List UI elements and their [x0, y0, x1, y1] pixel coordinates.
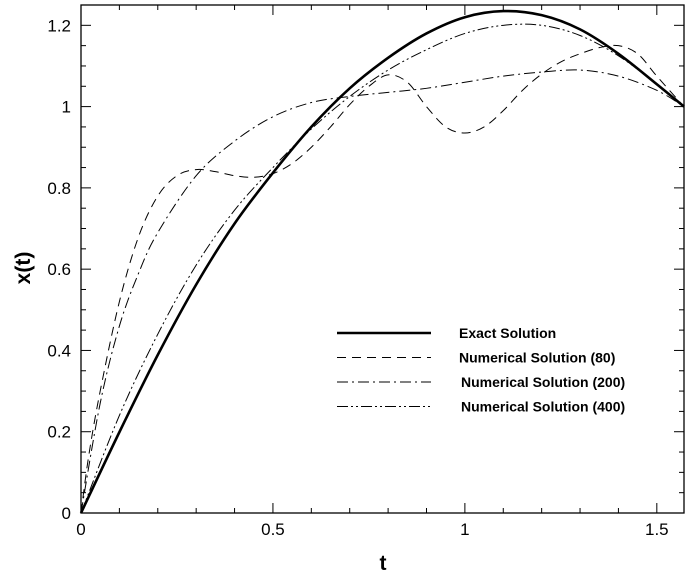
series-line-3: [80, 69, 685, 514]
legend: Exact Solution Numerical Solution (80) Num…: [337, 325, 625, 415]
legend-label-2: Numerical Solution (80): [459, 350, 615, 366]
x-tick-label: 1: [460, 520, 469, 539]
x-tick-label: 0.5: [261, 520, 285, 539]
x-tick-label: 0: [76, 520, 85, 539]
x-axis-title: t: [380, 552, 387, 574]
x-tick-label: 1.5: [645, 520, 669, 539]
legend-label-4: Numerical Solution (400): [461, 399, 625, 415]
y-tick-label: 0: [62, 504, 71, 523]
plot-area: [80, 4, 685, 514]
y-tick-label: 1.2: [47, 16, 71, 35]
y-tick-label: 0.4: [47, 341, 71, 360]
series-line-2: [80, 44, 685, 514]
y-tick-label: 0.2: [47, 423, 71, 442]
series-line-1: [79, 9, 685, 514]
y-axis-title: x(t): [12, 252, 35, 285]
ticks-layer: 0 0.5 1 1.5 0 0.2 0.4 0.6 0.8 1 1.2: [47, 4, 684, 539]
plot-frame: [80, 4, 685, 514]
legend-label-1: Exact Solution: [459, 325, 556, 341]
y-tick-label: 1: [62, 98, 71, 117]
y-tick-label: 0.8: [47, 179, 71, 198]
series-layer: [79, 9, 685, 514]
legend-label-3: Numerical Solution (200): [461, 374, 625, 390]
y-tick-label: 0.6: [47, 260, 71, 279]
series-line-4: [80, 23, 685, 514]
